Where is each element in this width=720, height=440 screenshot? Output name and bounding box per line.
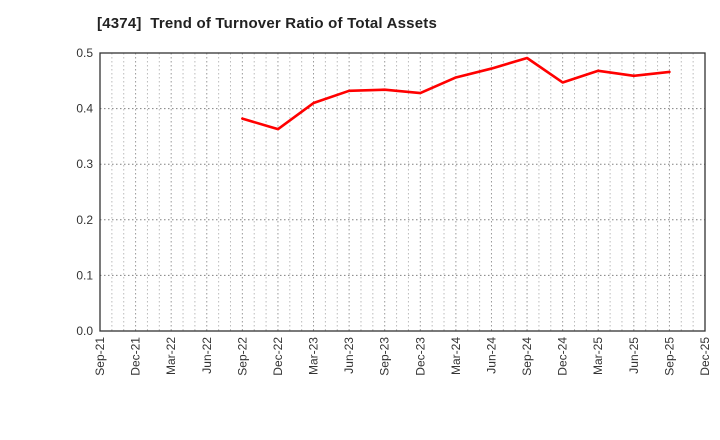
- series-line: [241, 56, 671, 131]
- y-tick-label: 0.2: [76, 213, 93, 227]
- x-tick-label: Jun-25: [627, 337, 641, 374]
- x-tick-label: Jun-24: [484, 337, 498, 374]
- plot-border: [99, 52, 706, 332]
- y-tick-label: 0.5: [76, 46, 93, 60]
- x-tick-label: Sep-21: [93, 337, 107, 376]
- x-tick-label: Dec-23: [413, 337, 427, 376]
- x-tick-label: Mar-22: [164, 337, 178, 375]
- x-tick-label: Sep-24: [520, 337, 534, 376]
- x-tick-label: Dec-21: [129, 337, 143, 376]
- y-tick-label: 0.4: [76, 102, 93, 116]
- x-tick-label: Dec-24: [556, 337, 570, 376]
- x-tick-label: Mar-24: [449, 337, 463, 375]
- y-tick-label: 0.0: [76, 324, 93, 338]
- x-tick-label: Sep-22: [235, 337, 249, 376]
- x-tick-label: Sep-23: [378, 337, 392, 376]
- x-tick-label: Dec-22: [271, 337, 285, 376]
- x-tick-label: Mar-25: [591, 337, 605, 375]
- x-tick-label: Dec-25: [698, 337, 712, 376]
- x-tick-label: Jun-23: [342, 337, 356, 374]
- x-tick-label: Mar-23: [307, 337, 321, 375]
- y-tick-label: 0.1: [76, 268, 93, 282]
- y-tick-label: 0.3: [76, 157, 93, 171]
- x-tick-label: Sep-25: [662, 337, 676, 376]
- chart-title: [4374] Trend of Turnover Ratio of Total …: [97, 15, 438, 32]
- x-tick-label: Jun-22: [200, 337, 214, 374]
